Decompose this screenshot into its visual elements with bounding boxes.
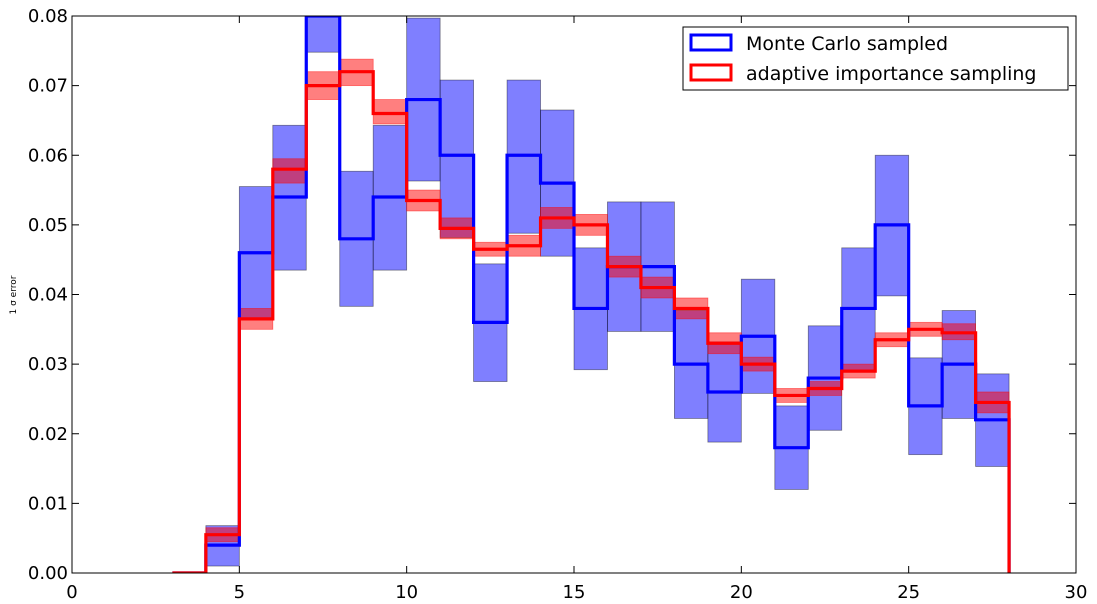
y-tick-label-0.07: 0.07 [28, 76, 68, 97]
x-tick-label-15: 15 [563, 582, 586, 603]
y-tick-label-0.00: 0.00 [28, 563, 68, 584]
y-tick-label-0.08: 0.08 [28, 6, 68, 27]
axis-ticks: 0 5 10 15 20 25 30 0.00 0.01 0.02 0.03 0.04 0.05 0.06… [28, 6, 1088, 603]
step-lines [172, 16, 1011, 573]
legend-label-monte-carlo: Monte Carlo sampled [746, 33, 948, 55]
y-tick-label-0.03: 0.03 [28, 354, 68, 375]
y-axis-label: 1 σ error [9, 275, 19, 314]
y-tick-label-0.04: 0.04 [28, 285, 68, 306]
y-tick-label-0.06: 0.06 [28, 145, 68, 166]
monte-carlo-band-8 [439, 79, 474, 238]
legend-box [682, 26, 1069, 91]
legend-label-adaptive: adaptive importance sampling [746, 63, 1036, 85]
monte-carlo-step-line [172, 16, 1011, 573]
legend: Monte Carlo sampled adaptive importance … [682, 26, 1069, 91]
x-tick-label-30: 30 [1065, 582, 1088, 603]
y-tick-label-0.02: 0.02 [28, 424, 68, 445]
x-tick-label-20: 20 [730, 582, 753, 603]
x-tick-label-10: 10 [395, 582, 418, 603]
y-tick-label-0.01: 0.01 [28, 493, 68, 514]
adaptive-step-line [172, 70, 1011, 573]
legend-swatch-monte-carlo [689, 33, 733, 52]
x-tick-label-25: 25 [897, 582, 920, 603]
legend-swatch-adaptive [689, 63, 733, 82]
y-tick-label-0.05: 0.05 [28, 215, 68, 236]
adaptive-band-6 [372, 99, 408, 125]
x-tick-label-0: 0 [66, 582, 77, 603]
adaptive-band-3 [272, 158, 307, 184]
x-tick-label-5: 5 [234, 582, 245, 603]
